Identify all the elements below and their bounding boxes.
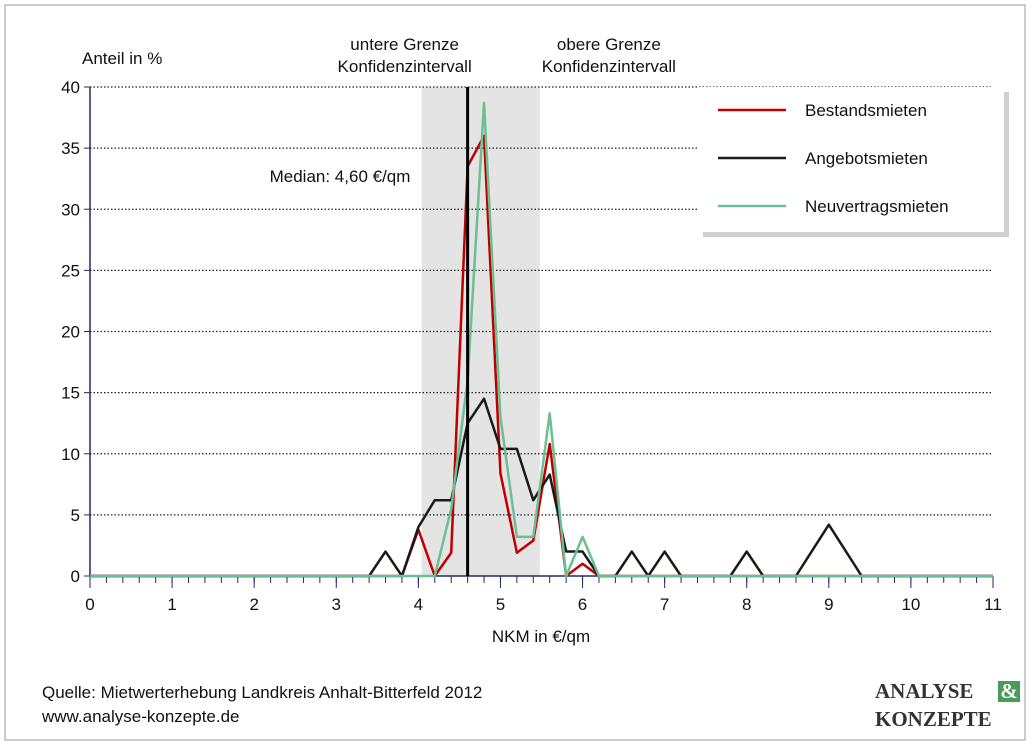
- y-tick-label: 0: [71, 567, 80, 586]
- y-tick-label: 40: [61, 78, 80, 97]
- logo-text: KONZEPTE: [875, 707, 992, 731]
- x-tick-label: 8: [742, 595, 751, 614]
- x-tick-label: 5: [496, 595, 505, 614]
- y-tick-label: 5: [71, 506, 80, 525]
- x-tick-label: 10: [901, 595, 920, 614]
- x-tick-label: 4: [414, 595, 423, 614]
- logo-text: ANALYSE: [875, 679, 973, 703]
- y-tick-label: 10: [61, 445, 80, 464]
- lower-bound-label-line: untere Grenze: [350, 35, 459, 54]
- source-url: www.analyse-konzepte.de: [41, 707, 240, 726]
- source: Quelle: Mietwerterhebung Landkreis Anhal…: [42, 683, 482, 702]
- lower-bound-label: untere Grenze Konfidenzintervall: [338, 35, 472, 76]
- legend-label: Bestandsmieten: [805, 101, 927, 120]
- logo-box: [998, 681, 1020, 702]
- x-tick-label: 2: [249, 595, 258, 614]
- series-line: [90, 101, 993, 578]
- x-tick-label: 9: [824, 595, 833, 614]
- x-tick-label: 7: [660, 595, 669, 614]
- y-tick-label: 25: [61, 261, 80, 280]
- upper-bound-label-line: obere Grenze: [557, 35, 661, 54]
- y-tick-label: 15: [61, 384, 80, 403]
- y-tick-label: 20: [61, 323, 80, 342]
- logo-amp: &: [1000, 679, 1018, 703]
- x-tick-label: 11: [984, 595, 1002, 614]
- x-tick-label: 6: [578, 595, 587, 614]
- upper-bound-label: obere Grenze Konfidenzintervall: [542, 35, 676, 76]
- y-tick-label: 35: [61, 139, 80, 158]
- upper-bound-label-line: Konfidenzintervall: [542, 57, 676, 76]
- median-label: Median: 4,60 €/qm: [270, 167, 411, 186]
- legend-label: Neuvertragsmieten: [805, 197, 949, 216]
- x-tick-label: 0: [85, 595, 94, 614]
- x-axis-label: NKM in €/qm: [492, 627, 590, 646]
- legend-label: Angebotsmieten: [805, 149, 928, 168]
- y-tick-label: 30: [61, 200, 80, 219]
- y-axis-label: Anteil in %: [82, 49, 162, 68]
- x-tick-label: 1: [167, 595, 176, 614]
- lower-bound-label-line: Konfidenzintervall: [338, 57, 472, 76]
- x-tick-label: 3: [332, 595, 341, 614]
